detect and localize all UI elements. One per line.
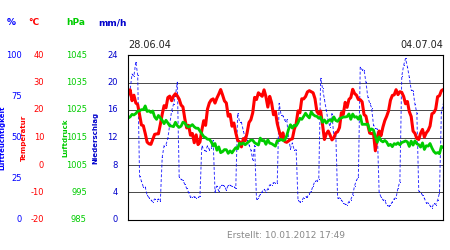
Text: Erstellt: 10.01.2012 17:49: Erstellt: 10.01.2012 17:49 <box>227 231 345 240</box>
Text: 75: 75 <box>11 92 22 101</box>
Text: 1035: 1035 <box>66 78 87 87</box>
Text: 985: 985 <box>71 216 87 224</box>
Text: -20: -20 <box>31 216 44 224</box>
Text: 04.07.04: 04.07.04 <box>400 40 443 50</box>
Text: 1025: 1025 <box>66 106 87 114</box>
Text: 16: 16 <box>107 106 118 114</box>
Text: 40: 40 <box>34 50 44 59</box>
Text: 0: 0 <box>16 216 22 224</box>
Text: mm/h: mm/h <box>98 18 126 27</box>
Text: 30: 30 <box>33 78 44 87</box>
Text: °C: °C <box>28 18 39 27</box>
Text: 20: 20 <box>108 78 118 87</box>
Text: %: % <box>7 18 16 27</box>
Text: 1015: 1015 <box>66 133 87 142</box>
Text: Temperatur: Temperatur <box>21 114 27 161</box>
Text: 4: 4 <box>112 188 118 197</box>
Text: 12: 12 <box>108 133 118 142</box>
Text: 50: 50 <box>11 133 22 142</box>
Text: 100: 100 <box>6 50 22 59</box>
Text: 28.06.04: 28.06.04 <box>128 40 171 50</box>
Text: 995: 995 <box>71 188 87 197</box>
Text: 1045: 1045 <box>66 50 87 59</box>
Text: 8: 8 <box>112 160 118 170</box>
Text: hPa: hPa <box>67 18 86 27</box>
Text: 0: 0 <box>39 160 44 170</box>
Text: 0: 0 <box>112 216 118 224</box>
Text: 10: 10 <box>34 133 44 142</box>
Text: 1005: 1005 <box>66 160 87 170</box>
Text: 25: 25 <box>11 174 22 183</box>
Text: 24: 24 <box>108 50 118 59</box>
Text: -10: -10 <box>31 188 44 197</box>
Text: Luftfeuchtigkeit: Luftfeuchtigkeit <box>0 105 6 170</box>
Text: Niederschlag: Niederschlag <box>92 112 99 164</box>
Text: 20: 20 <box>34 106 44 114</box>
Text: Luftdruck: Luftdruck <box>62 118 68 157</box>
